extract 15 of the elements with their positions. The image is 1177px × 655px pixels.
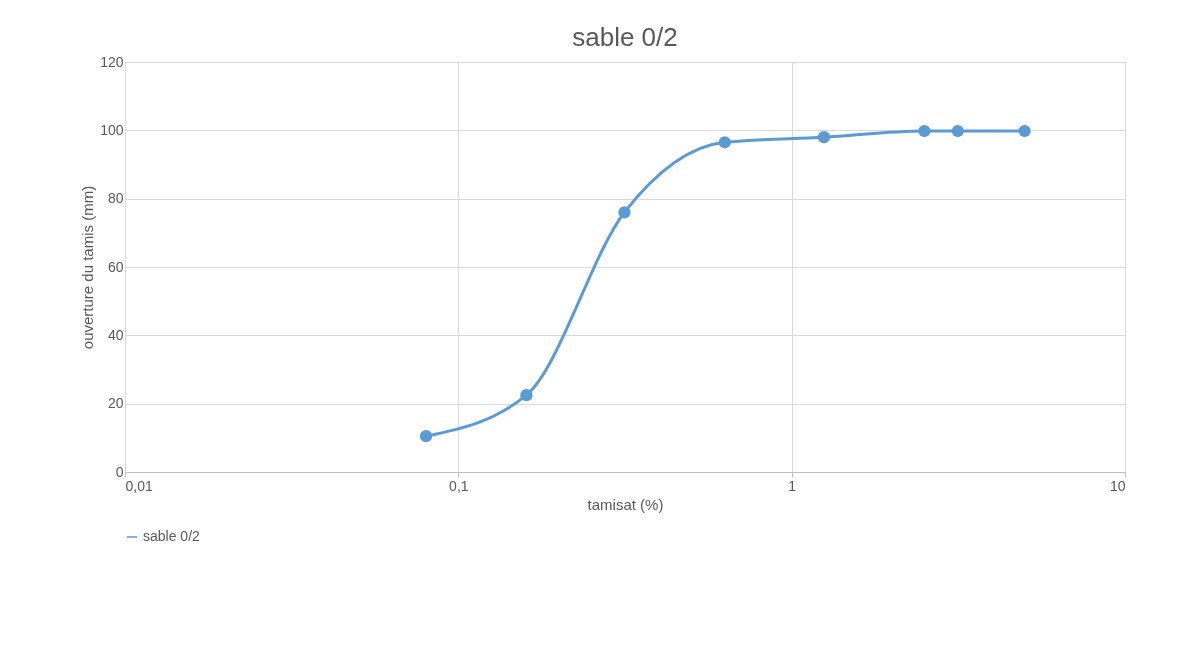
y-tick-label: 80 — [107, 190, 124, 207]
x-tick-label: 0,01 — [125, 477, 153, 494]
x-axis-title: tamisat (%) — [587, 495, 664, 513]
y-tick-label: 0 — [115, 463, 124, 480]
legend-label: sable 0/2 — [143, 528, 201, 544]
y-tick-label: 20 — [107, 395, 124, 412]
y-tick-label: 120 — [100, 53, 124, 70]
chart-title: sable 0/2 — [572, 22, 678, 52]
y-tick-label: 100 — [100, 121, 124, 138]
y-tick-label: 60 — [107, 258, 124, 275]
y-axis-title: ouverture du tamis (mm) — [79, 185, 97, 350]
y-tick-label: 40 — [107, 326, 124, 343]
x-tick-label: 1 — [788, 477, 797, 494]
x-tick-label: 10 — [1109, 477, 1126, 494]
x-tick-label: 0,1 — [449, 477, 469, 494]
